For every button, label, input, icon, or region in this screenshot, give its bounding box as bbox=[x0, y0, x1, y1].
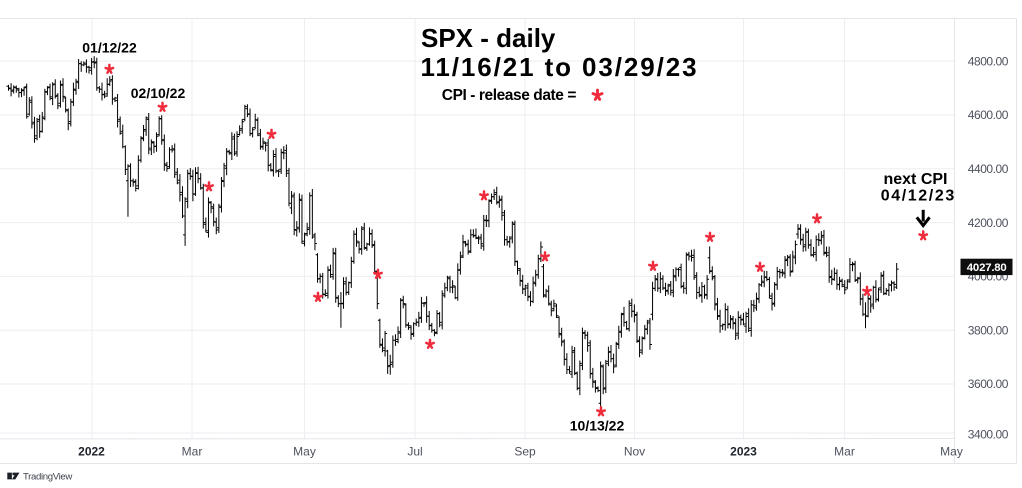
svg-text:3600.00: 3600.00 bbox=[968, 377, 1009, 391]
svg-text:Mar: Mar bbox=[182, 445, 203, 459]
svg-text:Nov: Nov bbox=[624, 445, 645, 459]
svg-text:4400.00: 4400.00 bbox=[968, 162, 1009, 176]
svg-text:4027.80: 4027.80 bbox=[967, 262, 1007, 274]
svg-text:TradingView: TradingView bbox=[23, 472, 72, 483]
svg-text:4600.00: 4600.00 bbox=[968, 108, 1009, 122]
svg-text:3800.00: 3800.00 bbox=[968, 323, 1009, 337]
svg-text:SPX - daily: SPX - daily bbox=[421, 23, 556, 53]
svg-text:01/12/22: 01/12/22 bbox=[82, 40, 137, 56]
svg-text:2023: 2023 bbox=[730, 445, 757, 459]
svg-text:Sep: Sep bbox=[514, 445, 536, 459]
svg-text:10/13/22: 10/13/22 bbox=[570, 418, 625, 434]
svg-text:11/16/21 to 03/29/23: 11/16/21 to 03/29/23 bbox=[421, 52, 699, 82]
svg-text:04/12/23: 04/12/23 bbox=[881, 188, 956, 205]
svg-text:Mar: Mar bbox=[834, 445, 855, 459]
svg-text:4200.00: 4200.00 bbox=[968, 216, 1009, 230]
svg-text:next CPI: next CPI bbox=[883, 171, 947, 188]
svg-text:Jul: Jul bbox=[407, 445, 422, 459]
svg-text:May: May bbox=[293, 445, 316, 459]
svg-text:CPI - release date =: CPI - release date = bbox=[442, 87, 577, 104]
svg-text:May: May bbox=[940, 445, 963, 459]
svg-text:02/10/22: 02/10/22 bbox=[131, 85, 186, 101]
svg-text:2022: 2022 bbox=[78, 445, 105, 459]
svg-text:3400.00: 3400.00 bbox=[968, 427, 1009, 441]
svg-text:4800.00: 4800.00 bbox=[968, 54, 1009, 68]
